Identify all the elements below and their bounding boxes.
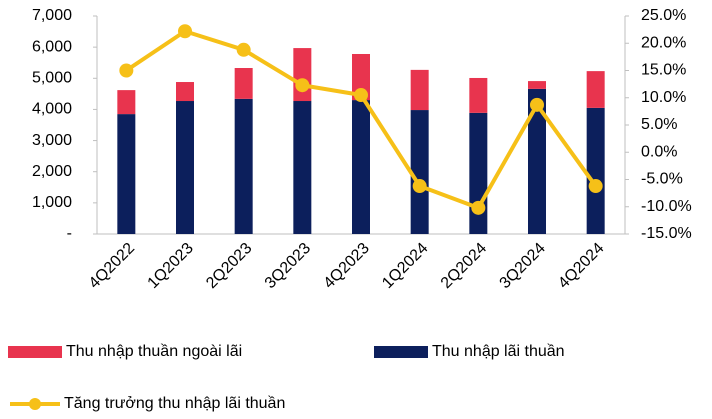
- legend-label: Thu nhập thuần ngoài lãi: [66, 343, 242, 360]
- bar: [352, 53, 370, 101]
- legend-swatch: [374, 346, 428, 358]
- x-tick-label: 3Q2023: [262, 240, 314, 292]
- legend-swatch: [8, 346, 62, 358]
- bar: [234, 68, 253, 99]
- bar: [352, 100, 370, 234]
- line-marker: [412, 179, 427, 194]
- y2-tick-label: 5.0%: [641, 116, 677, 133]
- x-tick-label: 2Q2024: [438, 240, 490, 292]
- x-tick-label: 2Q2023: [203, 240, 255, 292]
- bar: [586, 71, 605, 108]
- y-tick-label: 6,000: [32, 38, 72, 55]
- y-tick-label: 3,000: [32, 132, 72, 149]
- bar: [410, 69, 429, 111]
- line-marker: [354, 88, 368, 103]
- line-marker: [471, 200, 486, 215]
- legend-label: Tăng trưởng thu nhập lãi thuần: [64, 395, 285, 412]
- y-tick-label: 4,000: [32, 101, 72, 118]
- bar: [117, 114, 136, 234]
- line-marker: [588, 179, 603, 194]
- y-tick-label: 1,000: [32, 194, 72, 211]
- y-tick-label: 2,000: [32, 163, 72, 180]
- x-tick-label: 4Q2024: [555, 240, 607, 292]
- x-tick-label: 1Q2023: [145, 240, 197, 292]
- bar: [469, 112, 488, 234]
- bar: [117, 90, 136, 115]
- line-marker: [178, 24, 192, 39]
- y2-tick-label: 25.0%: [641, 7, 686, 24]
- bar: [586, 107, 605, 234]
- y-tick-label: 5,000: [32, 70, 72, 87]
- line-marker: [295, 78, 310, 93]
- y2-tick-label: 0.0%: [641, 143, 677, 160]
- y2-tick-label: -10.0%: [641, 198, 692, 215]
- y2-tick-label: 20.0%: [641, 34, 686, 51]
- x-tick-label: 4Q2022: [86, 240, 138, 292]
- bar: [469, 77, 488, 113]
- line-marker: [119, 63, 134, 78]
- line-marker: [236, 42, 251, 57]
- line-marker: [530, 97, 544, 112]
- bar: [410, 110, 429, 234]
- bar: [528, 81, 546, 89]
- bar: [293, 48, 312, 102]
- x-tick-label: 4Q2023: [321, 240, 373, 292]
- bar: [234, 98, 253, 234]
- bar: [293, 101, 312, 235]
- y2-tick-label: -5.0%: [641, 171, 683, 188]
- legend-label: Thu nhập lãi thuần: [432, 343, 565, 360]
- bar: [176, 82, 194, 102]
- bar: [528, 88, 546, 234]
- y-tick-label: -: [67, 225, 72, 242]
- legend-marker: [29, 398, 41, 410]
- y2-tick-label: 10.0%: [641, 89, 686, 106]
- x-tick-label: 1Q2024: [379, 240, 431, 292]
- y2-tick-label: -15.0%: [641, 225, 692, 242]
- bar: [176, 101, 194, 235]
- y2-tick-label: 15.0%: [641, 62, 686, 79]
- y-tick-label: 7,000: [32, 7, 72, 24]
- x-tick-label: 3Q2024: [497, 240, 549, 292]
